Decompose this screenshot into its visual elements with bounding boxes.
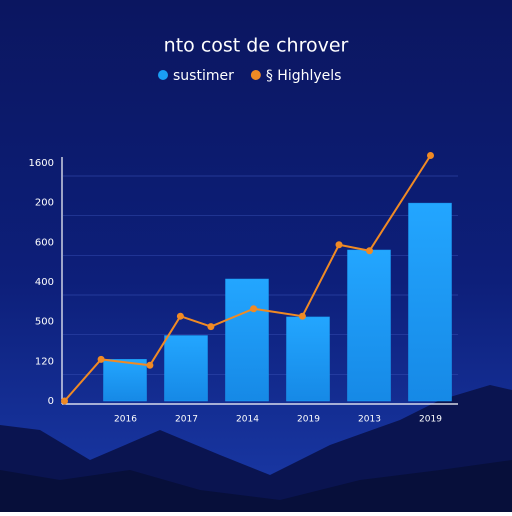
line-point — [146, 361, 154, 369]
bar — [103, 359, 147, 402]
line — [63, 154, 432, 402]
x-tick-label: 2019 — [297, 415, 320, 425]
line-point — [207, 323, 215, 331]
line-point — [97, 355, 105, 363]
legend-label: sustimer — [173, 68, 234, 84]
bar — [225, 278, 269, 402]
line-point — [298, 312, 306, 320]
y-tick-label: 120 — [35, 356, 54, 367]
line-point — [176, 312, 184, 320]
chart-title: nto cost de chrover — [164, 35, 349, 57]
bar — [286, 316, 330, 402]
legend-swatch — [250, 70, 261, 80]
line-point — [366, 247, 373, 255]
line-point — [61, 397, 68, 405]
line-point — [335, 241, 343, 249]
x-tick-label: 2013 — [358, 415, 381, 425]
x-tick-label: 2019 — [419, 415, 442, 425]
plot-area: 1600 200 600 400 500 120 0 2016 2017 2014 2019 2013… — [29, 152, 458, 425]
y-tick-label: 500 — [35, 317, 54, 328]
x-tick-label: 2014 — [236, 415, 259, 425]
line-point — [250, 305, 258, 313]
y-tick-label: 600 — [35, 237, 54, 248]
line-point — [427, 152, 434, 160]
y-tick-label: 200 — [35, 198, 54, 209]
bar — [408, 202, 452, 402]
mountains-front — [0, 460, 512, 512]
legend-swatch — [158, 70, 168, 80]
bar — [164, 335, 208, 402]
x-tick-label: 2016 — [114, 415, 137, 425]
x-tick-label: 2017 — [175, 415, 198, 425]
y-tick-label: 400 — [35, 277, 54, 288]
y-tick-label: 1600 — [29, 158, 54, 169]
legend: sustimer § Highlyels — [158, 68, 341, 84]
y-tick-label: 0 — [48, 396, 54, 407]
legend-label: § Highlyels — [266, 68, 342, 84]
bar — [347, 249, 391, 402]
